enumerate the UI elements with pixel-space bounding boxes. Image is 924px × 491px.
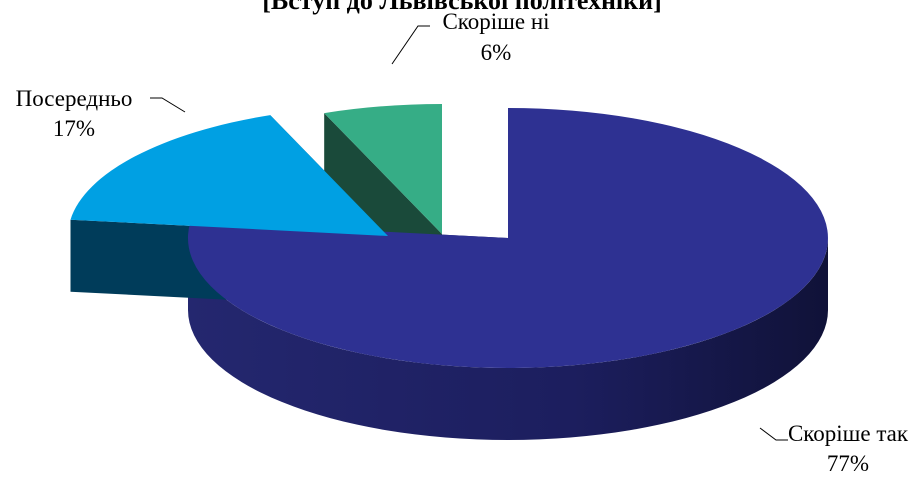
- pie-slice-side-0: [188, 238, 828, 440]
- chart-title: [Вступ до Львівської політехніки]: [262, 0, 662, 15]
- slice-category-label-2: Скоріше ні: [442, 9, 549, 34]
- pie-label-group: Скоріше так 77% Посередньо 17% Скоріше ні 6%: [16, 9, 909, 476]
- leader-line-2: [391, 25, 430, 65]
- pie-top-group: [70, 103, 828, 368]
- slice-value-label-2: 6%: [481, 40, 512, 65]
- slice-value-label-1: 17%: [53, 116, 95, 141]
- slice-value-label-0: 77%: [827, 451, 869, 476]
- slice-category-label-1: Посередньо: [16, 86, 133, 111]
- pie-leader-group: [150, 25, 788, 441]
- pie-slice-1: [70, 115, 388, 236]
- slice-category-label-0: Скоріше так: [788, 421, 909, 446]
- leader-line-1: [150, 97, 186, 113]
- pie-slice-2: [324, 103, 442, 235]
- leader-line-0: [759, 427, 788, 441]
- pie-slice-0: [187, 108, 828, 368]
